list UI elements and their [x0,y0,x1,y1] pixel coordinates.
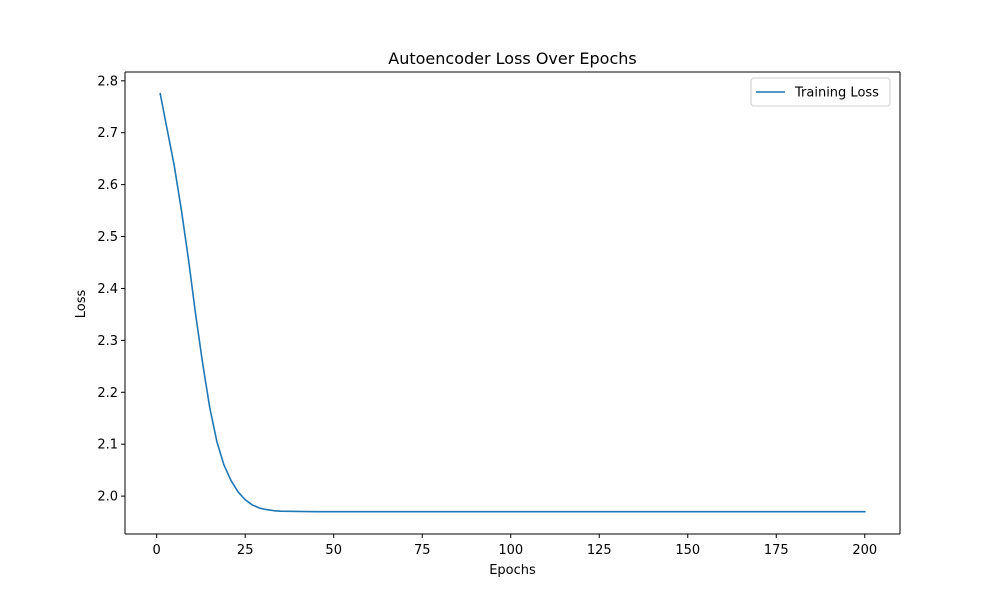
x-tick-label: 25 [237,543,254,558]
y-tick-label: 2.0 [97,490,118,505]
x-tick-label: 200 [852,543,877,558]
y-axis-label: Loss [74,290,89,319]
x-tick-label: 75 [414,543,431,558]
y-tick-label: 2.6 [97,178,118,193]
legend: Training Loss [750,77,891,107]
series-line-0 [159,92,866,513]
x-axis-label: Epochs [489,563,536,578]
x-tick-label: 175 [764,543,789,558]
y-tick-label: 2.7 [97,126,118,141]
legend-box [750,77,891,107]
x-tick-label: 50 [325,543,342,558]
y-tick-label: 2.2 [97,386,118,401]
plot-area [125,72,900,534]
y-tick-label: 2.1 [97,438,118,453]
y-tick-label: 2.4 [97,282,118,297]
x-tick-label: 100 [498,543,523,558]
x-tick-label: 125 [587,543,612,558]
y-tick-label: 2.5 [97,230,118,245]
x-tick-label: 150 [675,543,700,558]
x-tick-label: 0 [153,543,161,558]
legend-label: Training Loss [794,86,879,101]
y-tick-label: 2.8 [97,74,118,89]
y-tick-label: 2.3 [97,334,118,349]
chart-title: Autoencoder Loss Over Epochs [388,49,636,68]
